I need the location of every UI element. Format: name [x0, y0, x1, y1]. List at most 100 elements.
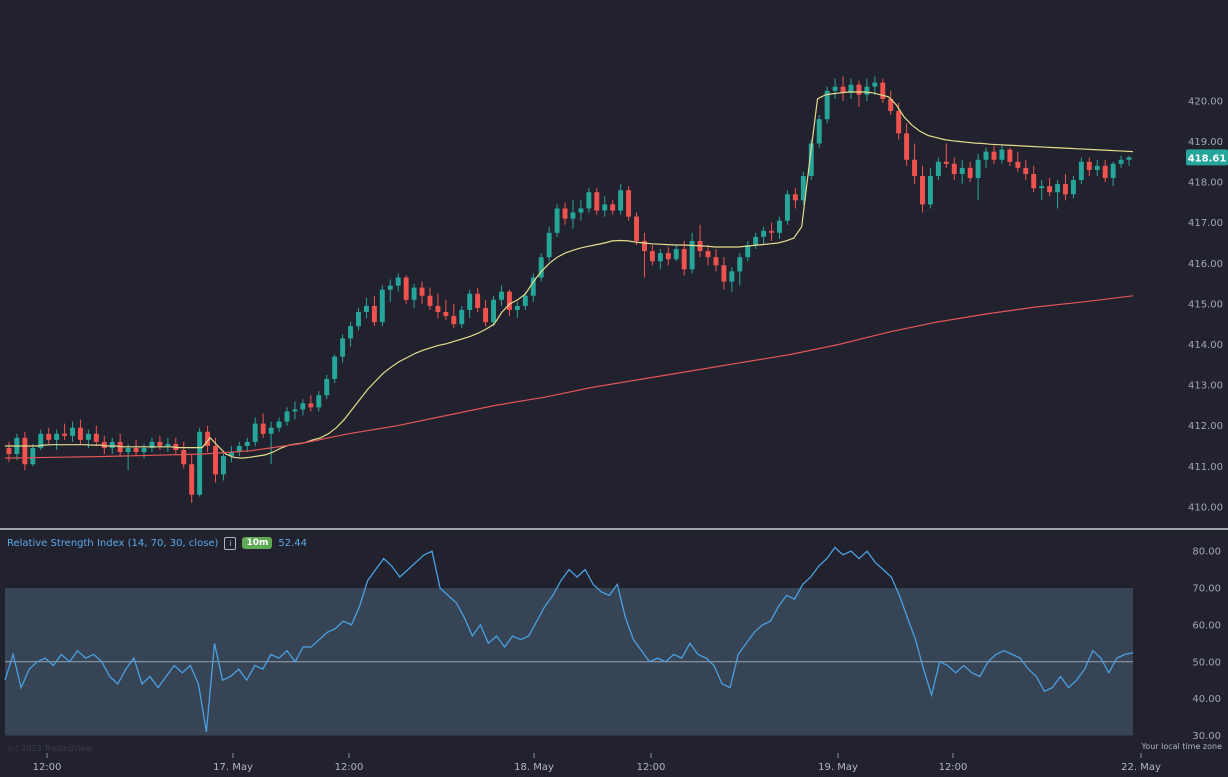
- candle-body: [530, 277, 536, 296]
- x-tick-label: 22. May: [1121, 762, 1161, 773]
- candle-body: [864, 86, 870, 95]
- candle-body: [665, 253, 671, 260]
- current-price-label: 418.61: [1188, 153, 1227, 164]
- rsi-tick-label: 80.00: [1192, 547, 1221, 558]
- candle-body: [30, 447, 36, 465]
- candle-body: [62, 433, 68, 436]
- candle-body: [872, 82, 878, 87]
- candle-body: [546, 232, 552, 258]
- rsi-value: 52.44: [278, 537, 308, 549]
- candle-body: [459, 309, 465, 325]
- candle-body: [316, 395, 322, 408]
- candle-body: [522, 295, 528, 306]
- candle-body: [856, 84, 862, 95]
- candle-body: [332, 356, 338, 379]
- candle-body: [951, 163, 957, 174]
- candle-body: [38, 433, 44, 448]
- candle-body: [403, 277, 409, 300]
- candle-body: [1102, 165, 1108, 179]
- candle-body: [808, 143, 814, 176]
- candle-body: [268, 427, 274, 434]
- candle-body: [506, 291, 512, 310]
- candle-body: [514, 305, 520, 310]
- candle-body: [300, 403, 306, 410]
- price-tick-label: 412.00: [1188, 421, 1223, 432]
- candle-body: [642, 240, 647, 252]
- candle-body: [673, 249, 679, 260]
- candle-body: [213, 445, 218, 475]
- candle-body: [395, 277, 401, 286]
- candle-body: [784, 194, 790, 221]
- candle-body: [967, 167, 973, 179]
- candle-body: [101, 441, 107, 448]
- candle-body: [1070, 180, 1076, 195]
- candle-body: [1023, 167, 1029, 174]
- candle-body: [562, 208, 568, 219]
- candle-body: [792, 194, 798, 201]
- candle-body: [912, 159, 918, 176]
- candle-body: [220, 456, 226, 475]
- candle-body: [729, 271, 735, 282]
- x-tick-label: 12:00: [33, 762, 62, 773]
- candle-body: [54, 433, 60, 440]
- x-tick-label: 19. May: [818, 762, 858, 773]
- x-tick-label: 12:00: [637, 762, 666, 773]
- long-ma-line: [4, 295, 1134, 459]
- candle-body: [157, 441, 163, 446]
- x-tick-label: 17. May: [213, 762, 253, 773]
- candle-body: [920, 175, 925, 205]
- candle-body: [371, 305, 377, 323]
- candle-body: [181, 450, 187, 465]
- candle-body: [483, 307, 489, 323]
- x-tick-label: 18. May: [514, 762, 554, 773]
- candle-body: [800, 175, 806, 201]
- info-icon[interactable]: i: [224, 536, 237, 550]
- candle-body: [896, 111, 902, 134]
- candle-body: [649, 251, 655, 262]
- candle-body: [538, 257, 544, 278]
- candle-body: [205, 431, 211, 446]
- rsi-tick-label: 40.00: [1192, 694, 1221, 705]
- candle-body: [888, 98, 894, 112]
- short-ma-line: [5, 91, 1134, 459]
- candle-body: [189, 464, 195, 495]
- candle-body: [363, 305, 369, 312]
- price-tick-label: 420.00: [1188, 96, 1223, 107]
- candle-body: [244, 441, 250, 446]
- candle-body: [6, 447, 12, 455]
- candle-body: [1047, 186, 1053, 193]
- timezone-note: Your local time zone: [1141, 742, 1222, 751]
- candle-body: [22, 437, 28, 465]
- price-tick-label: 416.00: [1188, 259, 1223, 270]
- candle-body: [467, 293, 473, 310]
- x-tick-label: 12:00: [939, 762, 968, 773]
- candle-body: [1118, 159, 1124, 164]
- candle-body: [761, 230, 767, 237]
- candle-body: [443, 311, 449, 317]
- candle-body: [1086, 161, 1092, 170]
- candle-body: [276, 421, 282, 428]
- candle-body: [816, 119, 822, 144]
- candle-body: [975, 159, 981, 179]
- price-tick-label: 419.00: [1188, 137, 1223, 148]
- candle-body: [578, 208, 584, 213]
- candle-body: [991, 151, 997, 160]
- candle-body: [356, 311, 361, 327]
- candle-body: [832, 86, 838, 91]
- watermark: (c) 2023 TradingView: [8, 744, 93, 753]
- candle-body: [197, 431, 203, 495]
- candle-body: [435, 305, 441, 312]
- candle-body: [228, 452, 234, 457]
- candle-body: [125, 447, 131, 453]
- price-label-bg: [1186, 149, 1228, 166]
- candle-body: [999, 149, 1005, 160]
- candle-body: [586, 192, 592, 209]
- candle-body: [1007, 149, 1013, 162]
- candle-body: [499, 291, 504, 300]
- candle-body: [1078, 161, 1084, 181]
- candle-body: [657, 253, 663, 262]
- price-tick-label: 415.00: [1188, 299, 1223, 310]
- candle-body: [689, 240, 695, 270]
- candle-body: [1055, 184, 1060, 193]
